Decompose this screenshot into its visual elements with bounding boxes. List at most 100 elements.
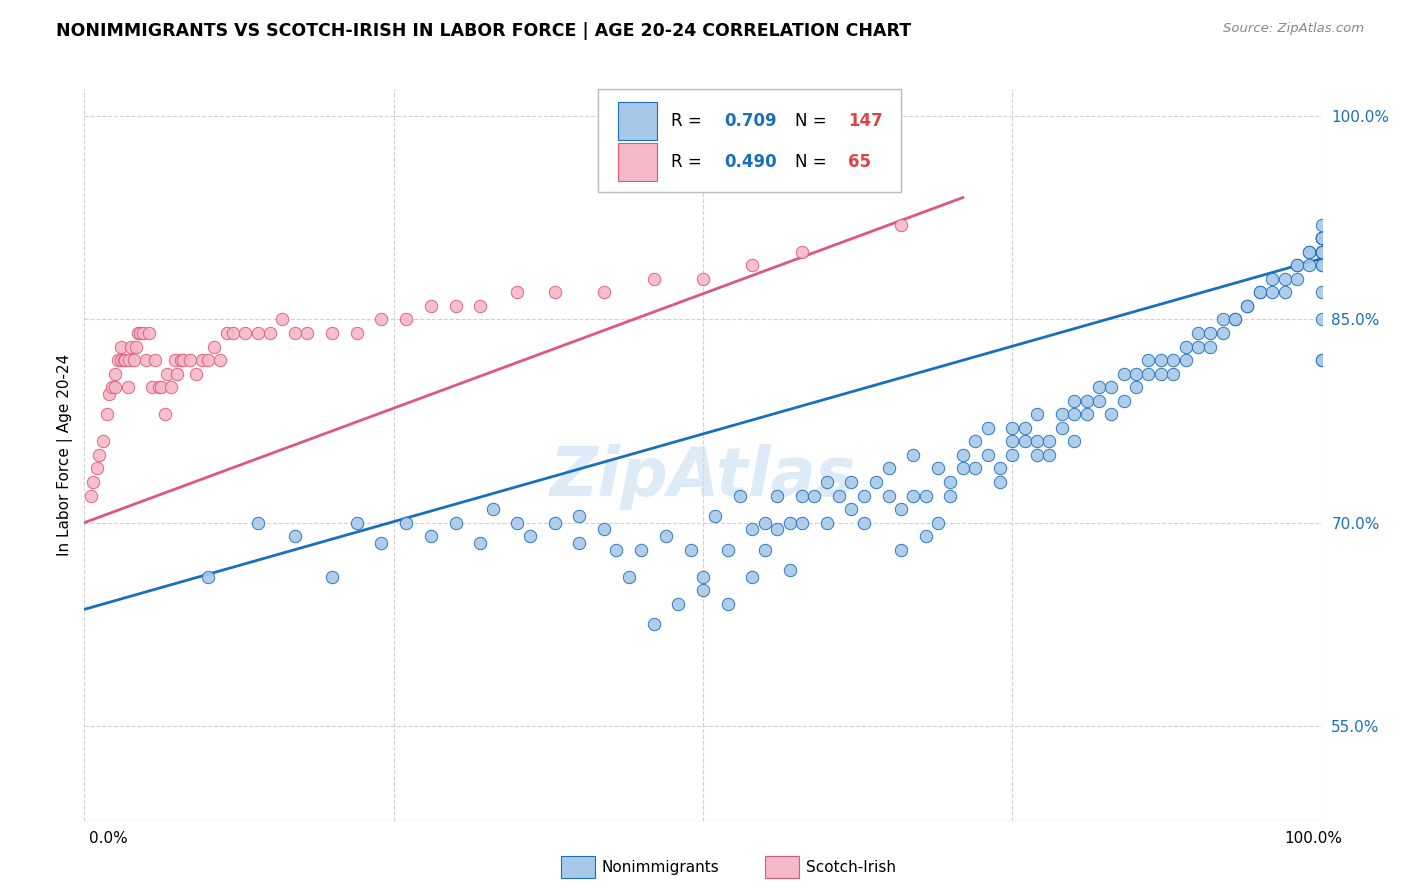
Point xyxy=(104,367,127,381)
Text: 0.709: 0.709 xyxy=(724,112,776,129)
Point xyxy=(153,407,176,421)
Point xyxy=(692,570,714,584)
Text: N =: N = xyxy=(794,153,837,171)
Point xyxy=(1274,272,1296,286)
Point xyxy=(215,326,238,340)
Point xyxy=(766,489,789,503)
Point xyxy=(617,570,640,584)
Point xyxy=(1112,393,1135,408)
Point xyxy=(138,326,160,340)
Text: Scotch-Irish: Scotch-Irish xyxy=(806,861,896,875)
Point xyxy=(704,508,727,523)
Point xyxy=(1285,272,1308,286)
Text: R =: R = xyxy=(671,153,707,171)
FancyBboxPatch shape xyxy=(617,102,657,140)
Point xyxy=(222,326,245,340)
Point xyxy=(1137,353,1160,368)
Point xyxy=(131,326,153,340)
Point xyxy=(828,489,851,503)
Point xyxy=(86,461,108,475)
Point xyxy=(160,380,183,394)
Point xyxy=(965,461,987,475)
Point xyxy=(148,380,170,394)
Point xyxy=(209,353,232,368)
Point xyxy=(444,516,467,530)
Point xyxy=(779,563,801,577)
Point xyxy=(107,353,129,368)
Point xyxy=(129,326,152,340)
Point xyxy=(1310,231,1333,245)
Point xyxy=(815,516,838,530)
Point xyxy=(1014,434,1036,449)
Point xyxy=(346,516,368,530)
Point xyxy=(1310,231,1333,245)
Point xyxy=(1050,421,1073,435)
Point xyxy=(1310,244,1333,259)
Point xyxy=(679,542,702,557)
Point xyxy=(1310,244,1333,259)
Point xyxy=(1310,231,1333,245)
Point xyxy=(419,299,441,313)
Point xyxy=(1310,285,1333,300)
Point xyxy=(741,570,763,584)
Point xyxy=(156,367,179,381)
Point xyxy=(1088,393,1111,408)
Point xyxy=(1076,407,1098,421)
Point xyxy=(852,489,875,503)
Point xyxy=(370,312,392,326)
Point xyxy=(1161,367,1184,381)
Point xyxy=(741,258,763,272)
Point xyxy=(1001,448,1024,462)
Point xyxy=(321,326,343,340)
Point xyxy=(841,502,863,516)
Point xyxy=(184,367,207,381)
Point xyxy=(1137,367,1160,381)
Point xyxy=(988,461,1011,475)
Point xyxy=(444,299,467,313)
Point xyxy=(98,387,121,401)
Point xyxy=(841,475,863,489)
Point xyxy=(179,353,201,368)
Point xyxy=(543,285,565,300)
Point xyxy=(1249,285,1271,300)
Point xyxy=(903,489,925,503)
Point xyxy=(321,570,343,584)
Point xyxy=(197,353,219,368)
Point xyxy=(170,353,193,368)
Point xyxy=(914,489,936,503)
Point xyxy=(1212,326,1234,340)
Point xyxy=(717,597,740,611)
Point xyxy=(717,542,740,557)
Point xyxy=(593,523,616,537)
Point xyxy=(1125,367,1147,381)
Point xyxy=(1310,244,1333,259)
Point xyxy=(692,272,714,286)
Point xyxy=(1161,353,1184,368)
Point xyxy=(952,461,974,475)
Point xyxy=(163,353,186,368)
Point xyxy=(1050,407,1073,421)
Point xyxy=(952,448,974,462)
Point xyxy=(1310,353,1333,368)
Point xyxy=(506,285,529,300)
Point xyxy=(127,326,149,340)
Point xyxy=(82,475,104,489)
Point xyxy=(122,353,145,368)
Point xyxy=(1026,448,1049,462)
Point xyxy=(100,380,122,394)
Point xyxy=(1298,244,1320,259)
Point xyxy=(284,529,307,543)
Point xyxy=(877,461,900,475)
Point xyxy=(728,489,751,503)
FancyBboxPatch shape xyxy=(598,89,901,192)
Text: 100.0%: 100.0% xyxy=(1285,831,1343,847)
Point xyxy=(630,542,652,557)
Point xyxy=(643,617,665,632)
Point xyxy=(197,570,219,584)
Point xyxy=(271,312,294,326)
Point xyxy=(1199,326,1222,340)
Point xyxy=(481,502,503,516)
Text: Source: ZipAtlas.com: Source: ZipAtlas.com xyxy=(1223,22,1364,36)
Point xyxy=(1150,367,1173,381)
Point xyxy=(395,516,418,530)
